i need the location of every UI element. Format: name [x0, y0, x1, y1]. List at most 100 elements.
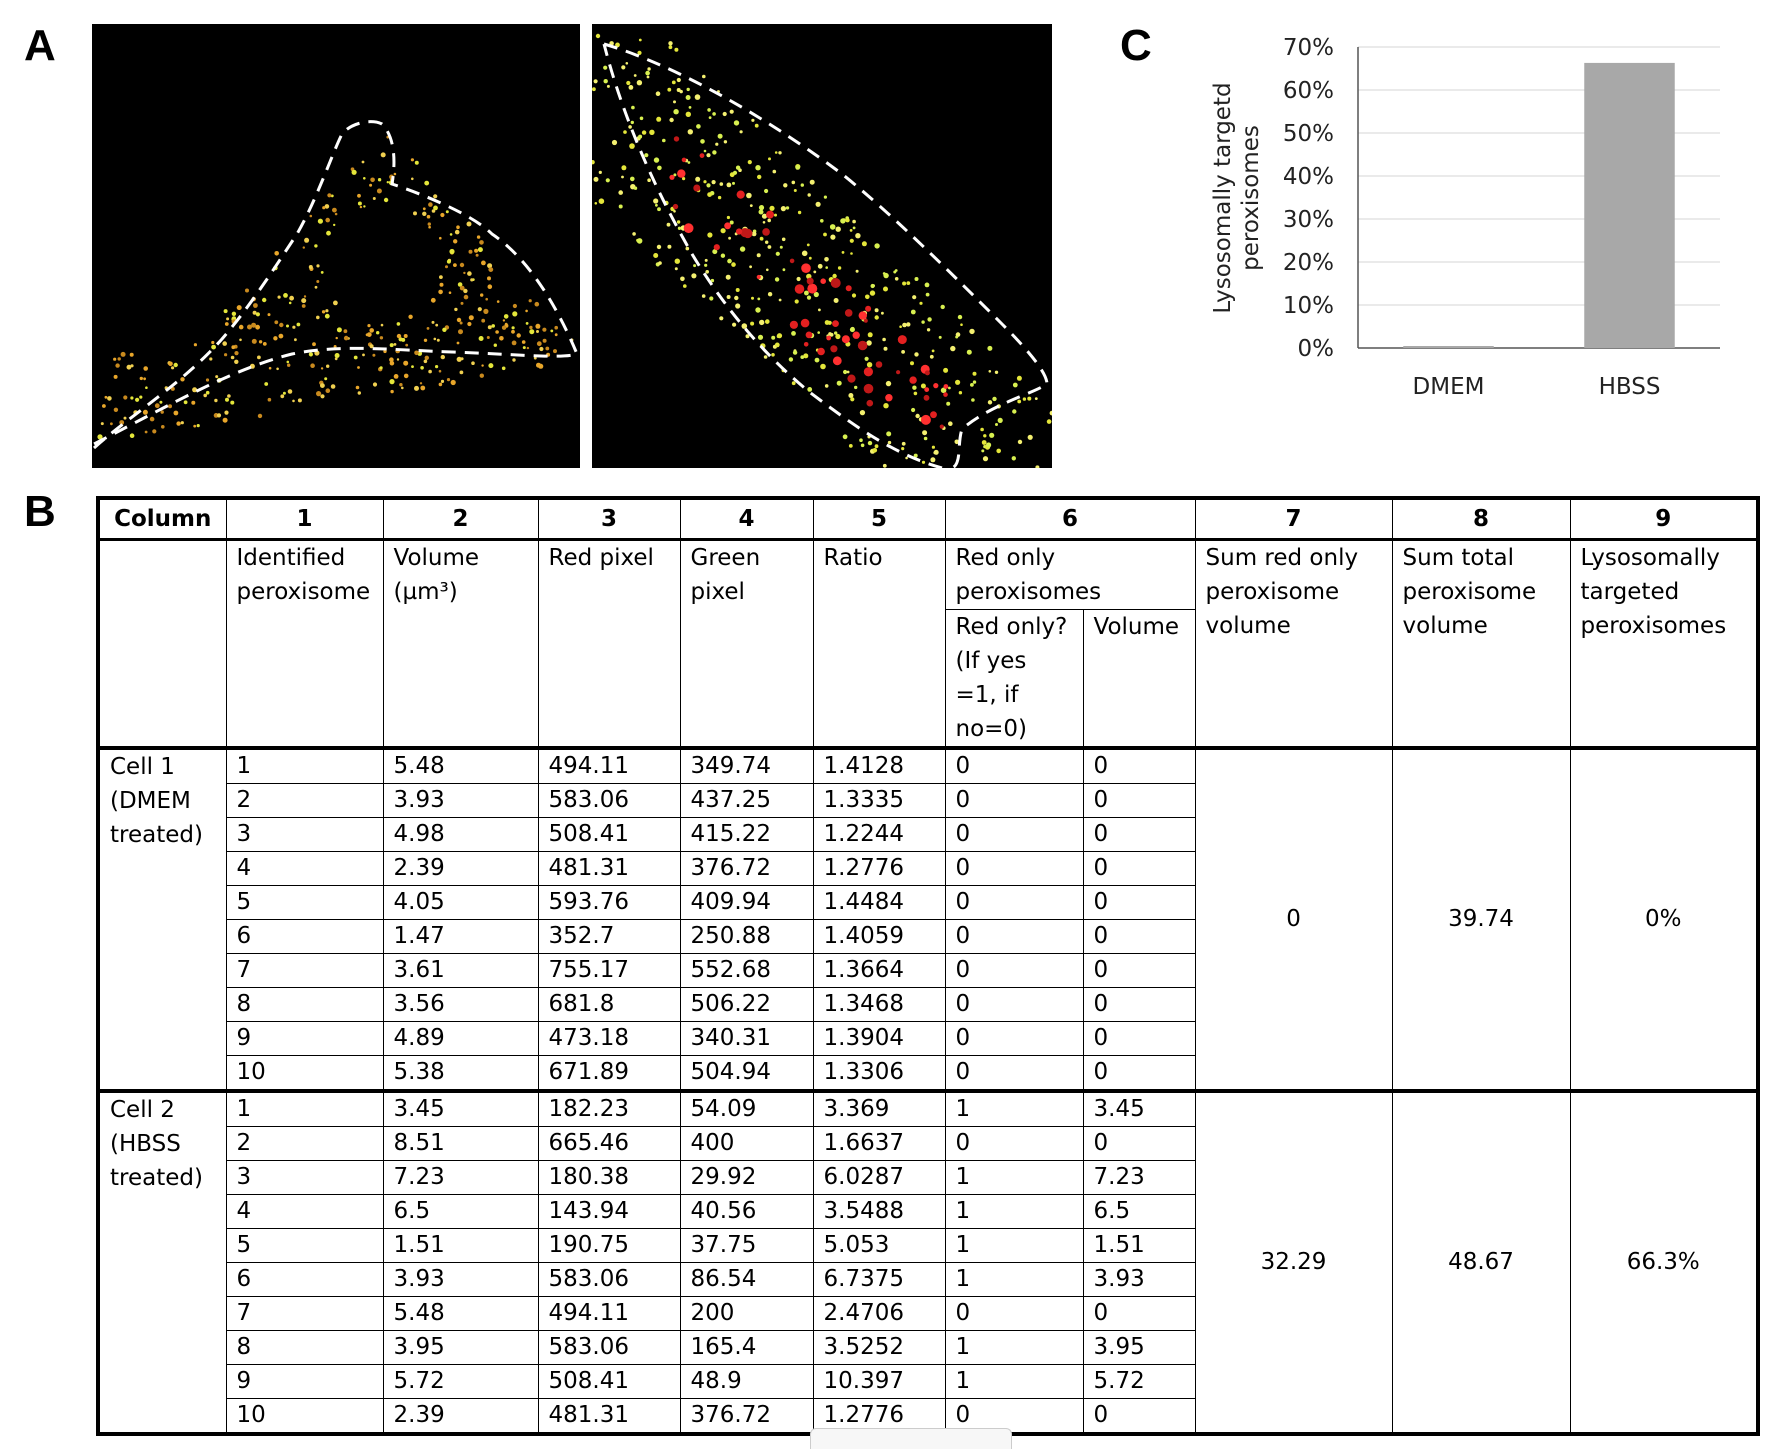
table-cell: 182.23	[537, 1090, 681, 1127]
fluorescent-spot	[525, 322, 529, 325]
fluorescent-spot	[488, 363, 494, 369]
fluorescent-spot	[231, 311, 237, 316]
fluorescent-spot	[724, 222, 731, 230]
fluorescent-spot	[126, 364, 132, 370]
table-row: 3 4.98 508.41 415.22 1.2244 0 0	[98, 817, 1758, 852]
fluorescent-spot	[800, 355, 805, 359]
fluorescent-spot	[431, 320, 435, 324]
fluorescent-spot	[667, 87, 672, 92]
fluorescent-spot	[463, 271, 466, 275]
fluorescent-spot	[426, 327, 430, 330]
fluorescent-spot	[807, 387, 813, 392]
fluorescent-spot	[216, 413, 222, 418]
fluorescent-spot	[699, 153, 705, 159]
fluorescent-spot	[809, 179, 815, 185]
fluorescent-spot	[245, 288, 249, 293]
fluorescent-spot	[981, 440, 987, 445]
fluorescent-spot	[870, 283, 875, 289]
fluorescent-spot	[386, 181, 389, 184]
fluorescent-spot	[722, 111, 727, 117]
fluorescent-spot	[915, 413, 920, 419]
fluorescent-spot	[1027, 396, 1032, 401]
fluorescent-spot	[771, 353, 775, 357]
fluorescent-spot	[772, 169, 777, 174]
fluorescent-spot	[848, 393, 854, 398]
fluorescent-spot	[847, 374, 856, 383]
fluorescent-spot	[278, 333, 284, 339]
fluorescent-spot	[420, 385, 426, 391]
fluorescent-spot	[383, 349, 387, 354]
fluorescent-spot	[1046, 419, 1052, 424]
fluorescent-spot	[863, 367, 873, 377]
fluorescent-spot	[107, 396, 112, 401]
fluorescent-spot	[780, 206, 786, 212]
fluorescent-spot	[913, 453, 918, 458]
fluorescent-spot	[486, 336, 490, 339]
fluorescent-spot	[801, 263, 811, 273]
fluorescent-spot	[930, 411, 937, 419]
fluorescent-spot	[676, 220, 681, 224]
fluorescent-spot	[369, 183, 373, 187]
table-cell: 3.95	[382, 1330, 539, 1365]
fluorescent-spot	[456, 356, 462, 362]
fluorescent-spot	[273, 336, 278, 341]
table-row: Cell 2 (HBSS treated) 1 3.45 182.23 54.09 3.3…	[97, 1090, 1759, 1435]
fluorescent-spot	[726, 182, 732, 188]
fluorescent-spot	[215, 375, 219, 379]
table-cell: 3.5488	[812, 1194, 946, 1229]
fluorescent-spot	[806, 243, 810, 247]
fluorescent-spot	[833, 298, 839, 303]
fluorescent-spot	[943, 392, 948, 397]
fluorescent-spot	[143, 377, 146, 381]
fluorescent-spot	[824, 320, 830, 325]
fluorescent-spot	[303, 295, 307, 298]
fluorescent-spot	[279, 322, 284, 328]
micrograph-hbss-svg	[592, 33, 1052, 468]
fluorescent-spot	[758, 209, 764, 215]
fluorescent-spot	[459, 285, 465, 291]
fluorescent-spot	[842, 434, 848, 440]
fluorescent-spot	[268, 366, 272, 370]
fluorescent-spot	[656, 116, 662, 122]
fluorescent-spot	[785, 206, 790, 210]
fluorescent-spot	[667, 244, 672, 249]
fluorescent-spot	[442, 327, 447, 332]
fluorescent-spot	[312, 342, 316, 347]
fluorescent-spot	[861, 241, 867, 247]
fluorescent-spot	[168, 404, 172, 409]
fluorescent-spot	[829, 224, 836, 230]
fluorescent-spot	[927, 317, 932, 322]
fluorescent-spot	[365, 333, 369, 337]
fluorescent-spot	[542, 338, 547, 343]
fluorescent-spot	[251, 322, 257, 328]
fluorescent-spot	[110, 422, 113, 426]
table-cell: 2.4706	[812, 1296, 946, 1331]
fluorescent-spot	[536, 330, 539, 333]
fluorescent-spot	[491, 324, 496, 328]
fluorescent-spot	[453, 263, 457, 267]
fluorescent-spot	[438, 369, 442, 373]
fluorescent-spot	[605, 178, 610, 183]
table-cell: 400	[679, 1126, 814, 1161]
fluorescent-spot	[325, 309, 329, 313]
fluorescent-spot	[314, 244, 318, 248]
fluorescent-spot	[376, 188, 382, 194]
fluorescent-spot	[459, 262, 465, 268]
fluorescent-spot	[224, 410, 229, 415]
fluorescent-spot	[763, 355, 768, 359]
table-cell: 481.31	[537, 1398, 681, 1435]
fluorescent-spot	[817, 263, 823, 269]
fluorescent-spot	[286, 324, 289, 328]
table-cell: 4.98	[382, 817, 539, 852]
header-red-only-peroxisomes: Red only peroxisomes	[944, 539, 1196, 610]
fluorescent-spot	[516, 333, 521, 338]
fluorescent-spot	[832, 320, 839, 327]
table-cell: 415.22	[679, 817, 814, 852]
fluorescent-spot	[782, 268, 786, 272]
fluorescent-spot	[468, 315, 474, 321]
fluorescent-spot	[504, 322, 508, 326]
fluorescent-spot	[403, 360, 409, 366]
table-cell: 4	[225, 851, 384, 886]
table-row: Cell 1 (DMEM treated) 1 5.48 494.11 349.74 1.…	[97, 747, 1759, 1092]
table-cell: 0	[1082, 783, 1196, 818]
